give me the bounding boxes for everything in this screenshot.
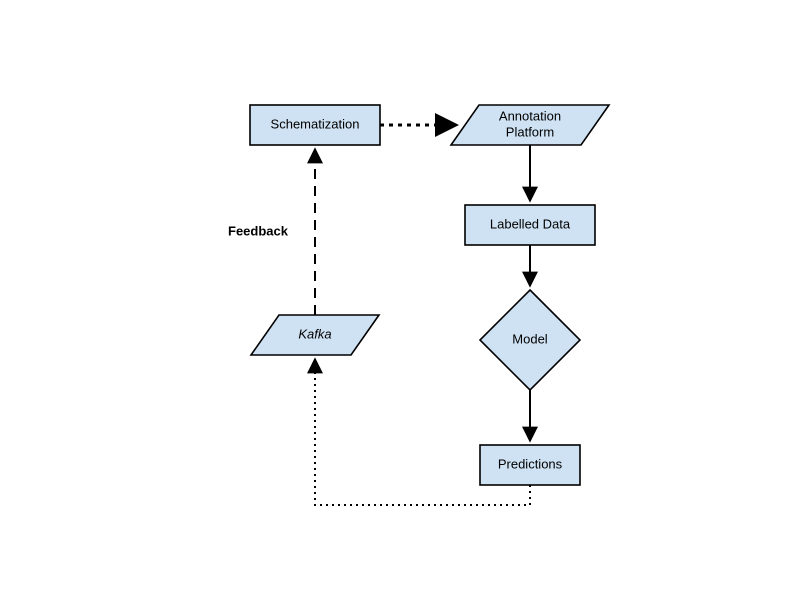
flowchart-diagram: Feedback Schematization AnnotationPlatform… (0, 0, 800, 600)
node-label-labelled: Labelled Data (490, 216, 571, 231)
node-label-predictions: Predictions (498, 456, 563, 471)
edge-label-e6: Feedback (228, 223, 289, 238)
node-label-schematization: Schematization (271, 116, 360, 131)
node-label-kafka: Kafka (298, 326, 331, 341)
node-label-model: Model (512, 331, 548, 346)
node-label-annotation-2: Platform (506, 124, 554, 139)
node-label-annotation-1: Annotation (499, 108, 561, 123)
